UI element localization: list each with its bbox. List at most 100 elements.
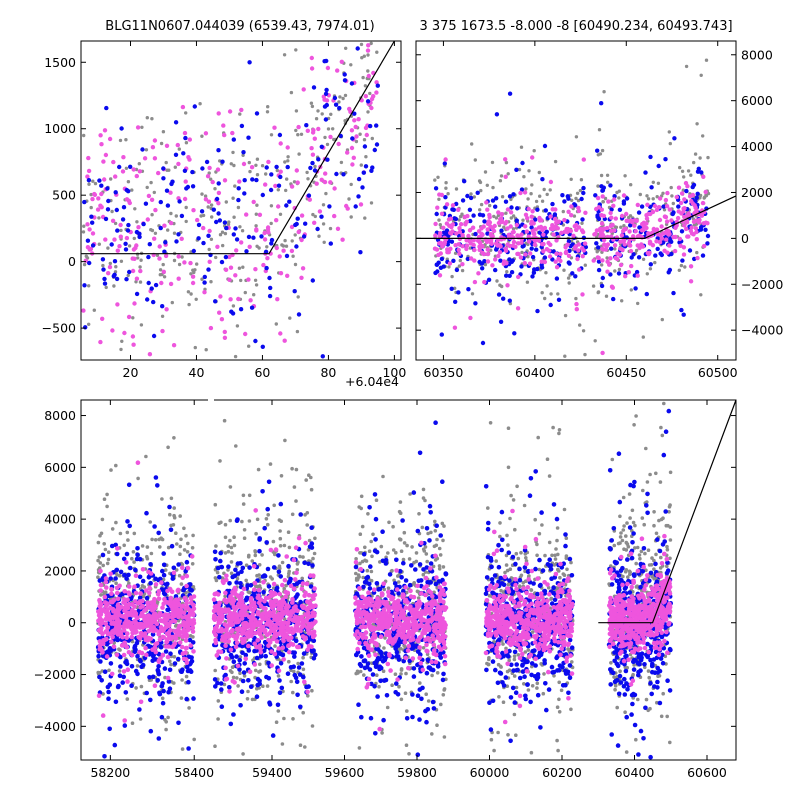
gray-point (276, 709, 281, 713)
pink-point (678, 200, 684, 206)
blue-point (284, 203, 289, 208)
gray-point (701, 134, 705, 138)
pink-point (479, 231, 484, 236)
gray-point (567, 281, 571, 285)
pink-point (96, 196, 101, 201)
gray-point (198, 102, 202, 106)
gray-point (174, 531, 178, 535)
gray-point (228, 518, 232, 523)
gray-point (287, 545, 292, 550)
blue-point (552, 212, 558, 217)
gray-point (200, 192, 204, 196)
gray-point (180, 562, 185, 567)
gray-point (297, 152, 301, 156)
pink-point (433, 221, 438, 227)
gray-point (177, 147, 181, 151)
pink-point (505, 283, 510, 288)
blue-point (240, 678, 246, 684)
blue-point (121, 674, 126, 680)
gray-point (619, 225, 623, 229)
pink-point (516, 241, 521, 246)
pink-point (480, 250, 485, 255)
pink-point (176, 161, 181, 167)
pink-point (296, 644, 302, 650)
pink-point (694, 229, 699, 235)
blue-point (554, 231, 560, 237)
pink-point (111, 159, 116, 165)
gray-point (298, 743, 303, 747)
blue-point (206, 267, 211, 272)
pink-point (267, 631, 273, 636)
pink-point (134, 173, 139, 179)
blue-point (333, 102, 339, 107)
gray-point (207, 247, 211, 252)
blue-point (174, 239, 179, 244)
y-tick-label: −2000 (741, 277, 783, 292)
blue-point (214, 219, 219, 225)
pink-point (182, 260, 187, 265)
zoom-panel-right-model-line (416, 195, 737, 239)
blue-point (156, 664, 161, 669)
pink-point (286, 620, 291, 625)
gray-point (310, 688, 314, 693)
pink-point (251, 625, 256, 630)
blue-point (255, 682, 260, 688)
pink-point (161, 269, 166, 274)
gray-point (174, 214, 178, 218)
gray-point (316, 109, 320, 113)
pink-point (115, 617, 120, 622)
blue-point (509, 270, 515, 275)
pink-point (160, 328, 165, 334)
x-tick-label: 100 (382, 365, 406, 380)
pink-point (156, 659, 162, 664)
pink-point (285, 145, 290, 150)
pink-point (644, 221, 649, 226)
pink-point (176, 601, 181, 606)
gray-point (184, 141, 189, 145)
pink-point (665, 190, 670, 196)
pink-point (573, 244, 579, 249)
gray-point (305, 523, 310, 527)
gray-point (363, 545, 367, 550)
gray-point (349, 182, 353, 187)
pink-point (274, 218, 279, 223)
gray-point (291, 254, 295, 258)
pink-point (166, 633, 172, 639)
gray-point (82, 224, 86, 228)
blue-point (299, 661, 305, 666)
gray-point (150, 537, 154, 542)
pink-point (468, 315, 473, 321)
gray-point (365, 568, 370, 573)
blue-point (466, 287, 471, 292)
pink-point (109, 591, 114, 596)
gray-point (172, 655, 177, 659)
gray-point (96, 540, 101, 545)
pink-point (149, 626, 155, 632)
blue-point (218, 550, 223, 556)
pink-point (510, 243, 516, 248)
pink-point (169, 589, 175, 595)
blue-point (160, 700, 166, 706)
gray-point (684, 64, 689, 69)
gray-point (704, 58, 709, 62)
blue-point (621, 201, 627, 206)
pink-point (558, 251, 563, 257)
pink-point (249, 165, 255, 170)
blue-point (349, 81, 355, 86)
pink-point (433, 233, 438, 238)
pink-point (246, 277, 251, 282)
blue-point (653, 253, 658, 258)
blue-point (147, 242, 152, 247)
blue-point (227, 685, 232, 690)
gray-point (458, 214, 463, 219)
pink-point (156, 631, 161, 637)
gray-point (214, 255, 218, 260)
pink-point (203, 131, 209, 136)
pink-point (487, 215, 492, 220)
blue-point (175, 656, 181, 662)
blue-point (213, 299, 218, 304)
gray-point (651, 197, 655, 201)
gray-point (127, 581, 131, 586)
gray-point (498, 179, 503, 183)
pink-point (111, 615, 116, 621)
